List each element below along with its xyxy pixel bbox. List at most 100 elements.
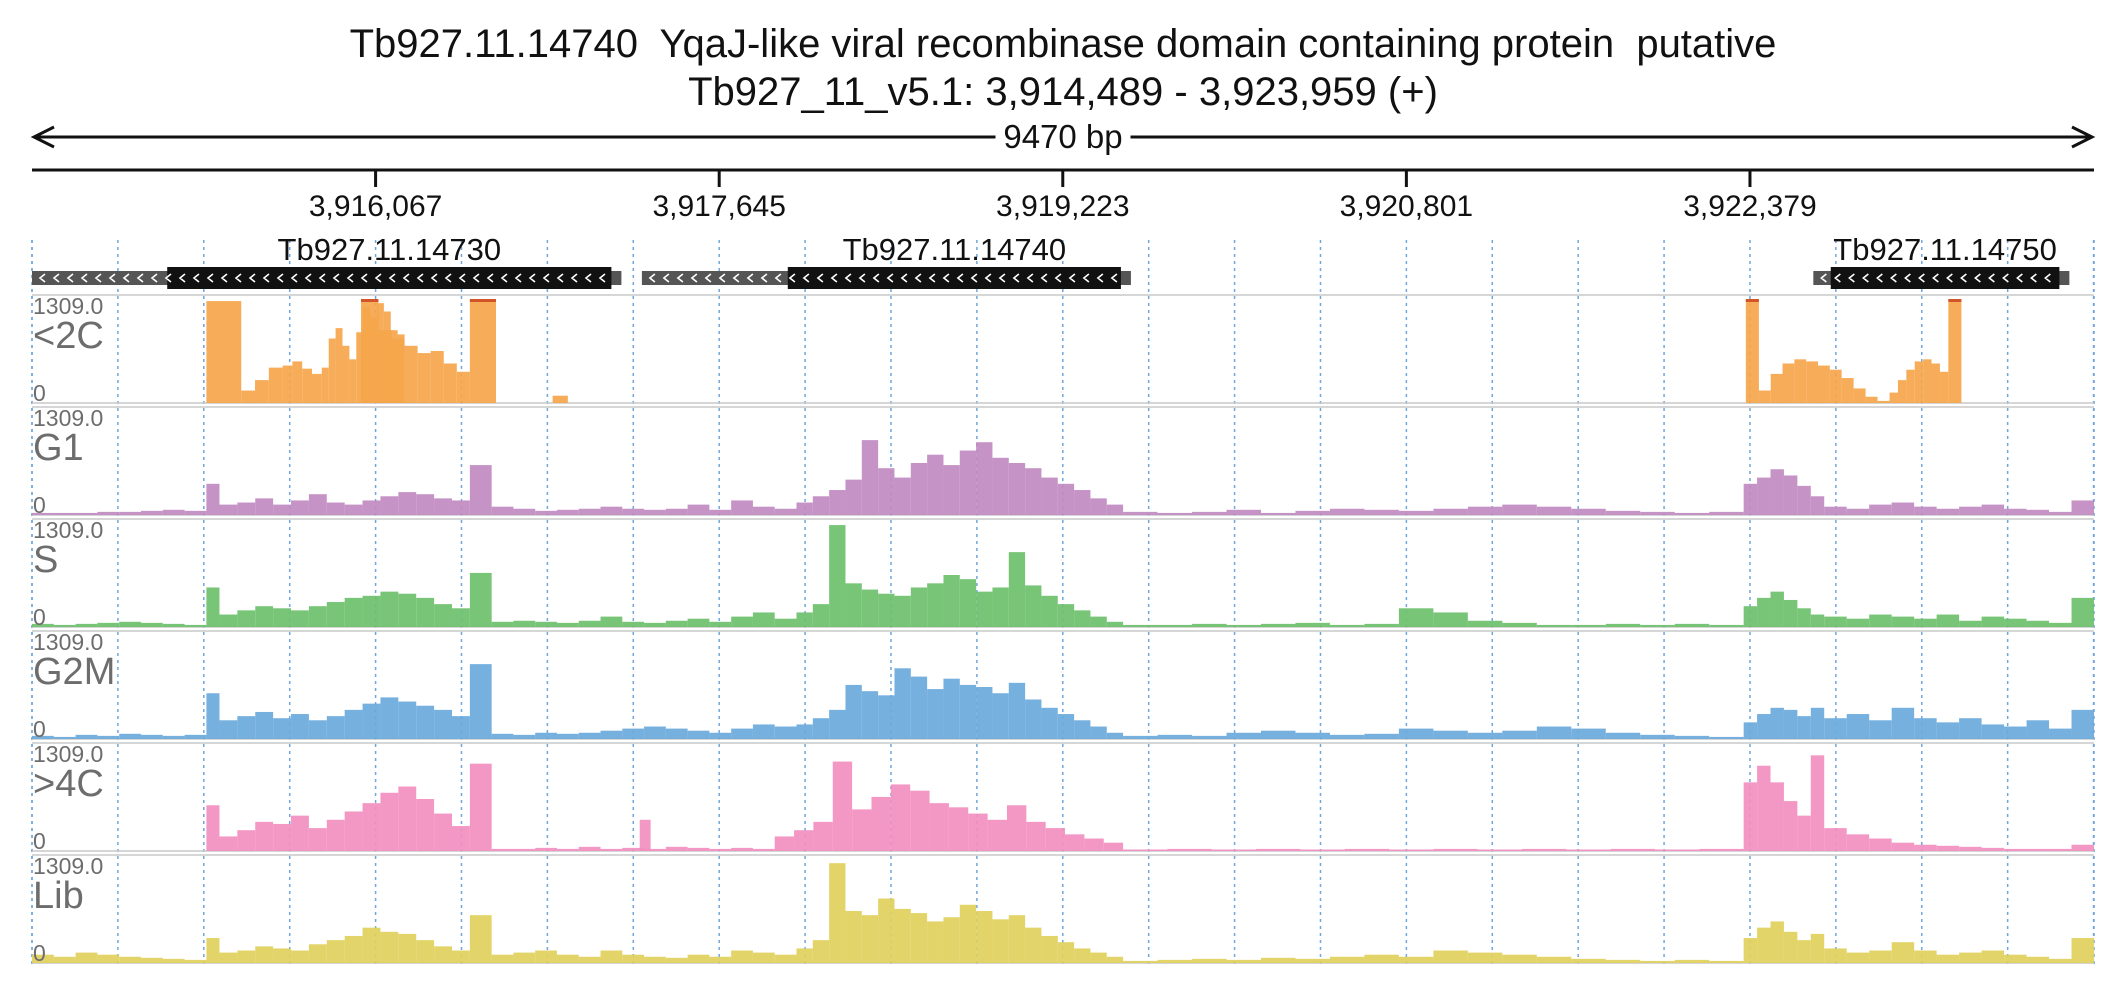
coverage-bar bbox=[469, 299, 497, 403]
coverage-bar bbox=[1891, 942, 1915, 963]
coverage-bar bbox=[2026, 848, 2050, 851]
clipped-marker bbox=[1745, 299, 1759, 302]
coverage-bar bbox=[1640, 511, 1675, 515]
coverage-bar bbox=[535, 847, 557, 851]
coverage-bar bbox=[1810, 933, 1825, 963]
coverage-bar bbox=[1770, 469, 1784, 515]
coverage-bar bbox=[291, 610, 309, 627]
coverage-bar bbox=[1829, 369, 1842, 403]
coverage-bar bbox=[1090, 498, 1107, 515]
coverage-bar bbox=[398, 593, 417, 627]
coverage-bar bbox=[861, 440, 879, 515]
coverage-bar bbox=[378, 330, 392, 403]
coverage-bar bbox=[326, 502, 345, 515]
coverage-bar bbox=[362, 703, 381, 739]
coverage-bar bbox=[344, 811, 363, 851]
coverage-bar bbox=[349, 359, 357, 403]
ruler-tick-label: 3,920,801 bbox=[1340, 190, 1473, 223]
coverage-bar bbox=[845, 911, 862, 963]
coverage-bar bbox=[184, 624, 207, 627]
coverage-bar bbox=[556, 733, 579, 739]
track-name-label: S bbox=[33, 539, 58, 581]
coverage-bar bbox=[380, 697, 399, 739]
coverage-bar bbox=[2026, 956, 2050, 963]
coverage-bar bbox=[1157, 734, 1193, 739]
coverage-bar bbox=[312, 373, 322, 403]
coverage-bar bbox=[184, 510, 207, 515]
coverage-bar bbox=[206, 301, 242, 403]
track-zero-label: 0 bbox=[33, 380, 46, 406]
coverage-bar bbox=[2071, 500, 2094, 515]
coverage-bar bbox=[1536, 624, 1572, 627]
coverage-bar bbox=[929, 803, 949, 851]
coverage-bar bbox=[812, 496, 830, 515]
coverage-bar bbox=[1817, 365, 1830, 403]
coverage-bar bbox=[380, 931, 399, 963]
coverage-bar bbox=[1167, 848, 1212, 851]
coverage-bar bbox=[255, 711, 274, 739]
track-name-label: G1 bbox=[33, 427, 84, 469]
coverage-bar bbox=[255, 606, 274, 627]
coverage-bar bbox=[1536, 506, 1572, 515]
coverage-bar bbox=[1300, 849, 1345, 851]
coverage-bar bbox=[1157, 624, 1193, 627]
coverage-bar bbox=[1605, 510, 1641, 515]
coverage-bar bbox=[812, 718, 830, 739]
gene-strand-arrows bbox=[648, 273, 1118, 283]
coverage-bar bbox=[237, 610, 256, 627]
coverage-bar bbox=[1757, 927, 1771, 963]
track-zero-label: 0 bbox=[33, 604, 46, 630]
coverage-bar bbox=[1981, 950, 2005, 963]
coverage-track: 1309.0S 0 bbox=[32, 517, 2094, 630]
coverage-bar bbox=[1084, 838, 1104, 851]
coverage-bar bbox=[308, 494, 327, 515]
coverage-bar bbox=[1674, 959, 1710, 963]
coverage-bar bbox=[1936, 722, 1960, 739]
coverage-bar bbox=[308, 944, 327, 963]
coverage-bar bbox=[665, 957, 688, 963]
coverage-bar bbox=[1256, 848, 1301, 851]
coverage-bar bbox=[1006, 805, 1027, 851]
coverage-bar bbox=[1674, 623, 1710, 627]
coverage-bar bbox=[1923, 359, 1932, 403]
coverage-bar bbox=[273, 504, 292, 515]
coverage-bar bbox=[291, 714, 309, 739]
gene-model: Tb927.11.14750 bbox=[1813, 232, 2070, 289]
coverage-bar bbox=[794, 830, 814, 851]
coverage-bar bbox=[1398, 608, 1434, 627]
coverage-bar bbox=[1157, 512, 1193, 515]
coverage-bar bbox=[622, 847, 645, 851]
coverage-bar bbox=[273, 718, 292, 739]
coverage-bar bbox=[813, 821, 833, 851]
coverage-bar bbox=[535, 510, 557, 515]
coverage-bar bbox=[1192, 623, 1227, 627]
coverage-bar bbox=[398, 933, 417, 963]
coverage-bar bbox=[291, 815, 309, 851]
coverage-bar bbox=[1467, 732, 1503, 739]
coverage-bar bbox=[326, 940, 345, 963]
coverage-bar bbox=[469, 572, 492, 627]
coverage-bar bbox=[1810, 755, 1825, 851]
track-name-label: Lib bbox=[33, 875, 84, 917]
coverage-bar bbox=[1770, 921, 1784, 963]
coverage-bar bbox=[752, 612, 775, 627]
coverage-bar bbox=[556, 509, 579, 515]
track-zero-label: 0 bbox=[33, 940, 46, 966]
coverage-bar bbox=[255, 946, 274, 963]
coverage-bar bbox=[927, 454, 944, 515]
coverage-bar bbox=[1841, 378, 1854, 403]
coverage-bar bbox=[1398, 956, 1434, 963]
coverage-bar bbox=[1757, 765, 1771, 851]
coverage-bar bbox=[162, 623, 185, 627]
coverage-bar bbox=[665, 620, 688, 627]
coverage-bar bbox=[356, 332, 364, 403]
coverage-bar bbox=[1106, 732, 1124, 739]
coverage-bar bbox=[434, 946, 452, 963]
figure-title: Tb927.11.14740 YqaJ-like viral recombina… bbox=[0, 20, 2126, 116]
coverage-bar bbox=[1853, 388, 1866, 403]
coverage-bar bbox=[1936, 508, 1960, 515]
coverage-bar bbox=[687, 730, 710, 739]
coverage-bar bbox=[1889, 392, 1898, 403]
coverage-bar bbox=[141, 622, 163, 627]
coverage-bar bbox=[1757, 477, 1771, 515]
